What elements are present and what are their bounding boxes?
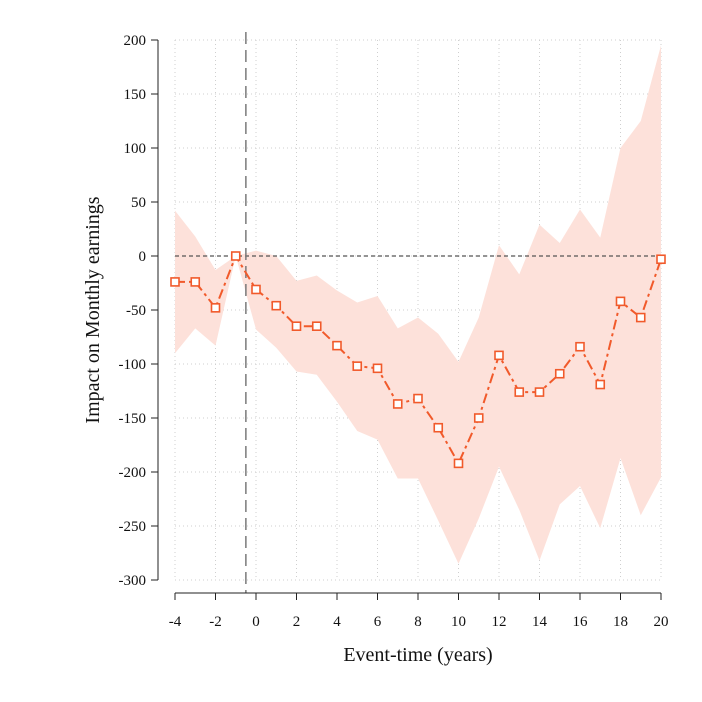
- x-tick-label: 6: [374, 614, 382, 630]
- y-tick-label: 100: [124, 141, 147, 157]
- y-tick-label: 200: [124, 33, 147, 49]
- x-tick-label: 2: [293, 614, 301, 630]
- data-point: [251, 284, 261, 295]
- x-tick-label: 4: [333, 614, 341, 630]
- x-tick-label: -4: [169, 614, 182, 630]
- data-point: [433, 422, 444, 433]
- x-tick-label: 0: [252, 614, 260, 630]
- x-tick-label: 20: [654, 614, 669, 630]
- x-axis-title: Event-time (years): [343, 644, 492, 666]
- x-tick-label: 16: [573, 614, 589, 630]
- data-point: [332, 340, 342, 351]
- data-point: [635, 312, 646, 323]
- data-point: [453, 458, 464, 469]
- y-tick-labels: 200 150 100 50 0 -50 -100 -150 -200 -250 -300: [119, 33, 158, 589]
- x-tick-label: 14: [532, 614, 548, 630]
- y-tick-label: -150: [119, 411, 147, 427]
- x-tick-label: 18: [613, 614, 628, 630]
- data-point: [534, 387, 545, 397]
- data-point: [291, 321, 302, 332]
- data-point: [392, 399, 403, 409]
- data-point: [595, 379, 606, 390]
- x-tick-label: 8: [414, 614, 422, 630]
- data-point: [210, 303, 221, 313]
- y-tick-label: -250: [119, 519, 147, 535]
- data-point: [413, 393, 423, 404]
- data-point: [473, 413, 484, 423]
- confidence-band: [175, 45, 661, 564]
- x-tick-label: -2: [209, 614, 222, 630]
- data-point: [372, 363, 383, 374]
- x-tick-labels: -4 -2 0 2 4 6 8 10 12 14 16 18 20: [169, 593, 669, 630]
- data-point: [514, 387, 525, 397]
- x-tick-label: 12: [492, 614, 507, 630]
- series-markers: [170, 251, 666, 469]
- data-point: [311, 321, 322, 332]
- reference-lines: [175, 32, 661, 593]
- y-tick-label: 0: [139, 249, 147, 265]
- y-tick-label: -100: [119, 357, 147, 373]
- data-point: [190, 277, 201, 287]
- data-point: [575, 341, 585, 352]
- y-tick-label: 150: [124, 87, 147, 103]
- y-axis-title: Impact on Monthly earnings: [82, 196, 104, 423]
- data-point: [352, 361, 363, 371]
- y-tick-label: 50: [131, 195, 146, 211]
- data-point: [615, 296, 626, 307]
- data-point: [230, 251, 241, 261]
- data-point: [554, 368, 565, 379]
- data-point: [494, 350, 504, 361]
- data-point: [656, 254, 666, 265]
- data-point: [271, 300, 282, 311]
- data-point: [170, 277, 180, 287]
- y-tick-label: -300: [119, 573, 147, 589]
- x-tick-label: 10: [451, 614, 466, 630]
- confidence-band-layer: [175, 45, 661, 564]
- y-tick-label: -50: [126, 303, 146, 319]
- y-tick-label: -200: [119, 465, 147, 481]
